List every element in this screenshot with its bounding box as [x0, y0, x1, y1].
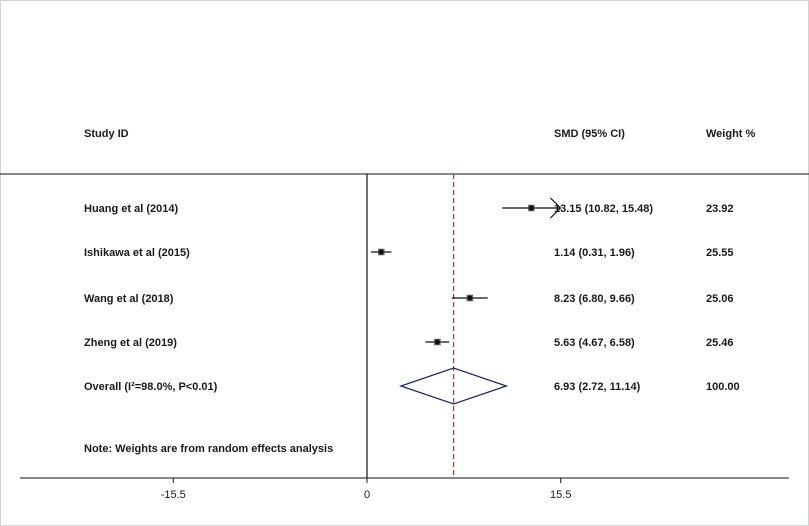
study-point-estimate	[528, 205, 534, 211]
overall-weight: 100.00	[706, 381, 740, 393]
x-tick-label: 15.5	[550, 489, 571, 501]
x-ticks: -15.5 0 15.5	[161, 478, 571, 501]
x-tick-label: -15.5	[161, 489, 186, 501]
study-ci-text: 1.14 (0.31, 1.96)	[554, 247, 635, 259]
header-smd: SMD (95% CI)	[554, 128, 625, 140]
x-tick-label: 0	[364, 489, 370, 501]
pooled-diamond	[398, 367, 509, 405]
study-label: Ishikawa et al (2015)	[84, 247, 190, 259]
study-point-estimate	[378, 249, 384, 255]
study-label: Huang et al (2014)	[84, 203, 178, 215]
study-weight-text: 23.92	[706, 203, 734, 215]
study-ci-text: 5.63 (4.67, 6.58)	[554, 337, 635, 349]
study-ci-text: 8.23 (6.80, 9.66)	[554, 293, 635, 305]
overall-label: Overall (I²=98.0%, P<0.01)	[84, 381, 218, 393]
plot-marks	[366, 174, 562, 478]
study-rows: Huang et al (2014) 13.15 (10.82, 15.48) 23…	[84, 203, 734, 349]
overall-estimate: 6.93 (2.72, 11.14)	[554, 381, 641, 393]
study-label: Wang et al (2018)	[84, 293, 174, 305]
study-point-estimate	[434, 339, 440, 345]
study-ci-arrow	[550, 197, 562, 219]
header-weight: Weight %	[706, 128, 756, 140]
header-study-id: Study ID	[84, 128, 129, 140]
footnote: Note: Weights are from random effects an…	[84, 443, 333, 455]
study-weight-text: 25.06	[706, 293, 734, 305]
study-ci-text: 13.15 (10.82, 15.48)	[554, 203, 653, 215]
study-weight-text: 25.55	[706, 247, 734, 259]
study-weight-text: 25.46	[706, 337, 734, 349]
study-point-estimate	[467, 295, 473, 301]
study-label: Zheng et al (2019)	[84, 337, 177, 349]
